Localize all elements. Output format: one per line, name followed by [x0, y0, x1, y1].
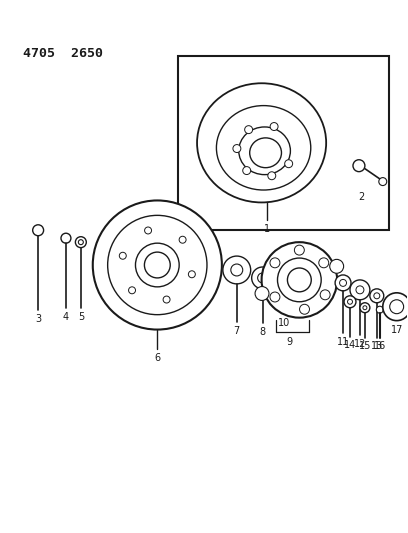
Circle shape — [370, 289, 384, 303]
Circle shape — [348, 299, 353, 304]
Circle shape — [295, 245, 304, 255]
Circle shape — [119, 252, 126, 259]
Text: 3: 3 — [35, 314, 41, 324]
Circle shape — [61, 233, 71, 243]
Circle shape — [33, 225, 44, 236]
Circle shape — [390, 300, 404, 314]
Text: 10: 10 — [277, 318, 290, 328]
Circle shape — [135, 243, 179, 287]
Circle shape — [360, 303, 370, 313]
Text: 4705  2650: 4705 2650 — [23, 46, 103, 60]
Circle shape — [356, 286, 364, 294]
Circle shape — [374, 293, 380, 299]
Circle shape — [335, 275, 351, 291]
Circle shape — [223, 256, 251, 284]
Circle shape — [144, 227, 151, 234]
Text: 6: 6 — [154, 353, 160, 364]
Circle shape — [277, 258, 321, 302]
Circle shape — [344, 296, 356, 308]
Circle shape — [270, 123, 278, 131]
Text: 2: 2 — [358, 191, 364, 201]
Circle shape — [233, 144, 241, 152]
Circle shape — [270, 292, 280, 302]
Circle shape — [144, 252, 170, 278]
Text: 15: 15 — [359, 342, 371, 351]
Circle shape — [262, 242, 337, 318]
Circle shape — [255, 287, 269, 301]
Circle shape — [93, 200, 222, 329]
Text: 5: 5 — [78, 312, 84, 322]
Circle shape — [78, 240, 83, 245]
Text: 4: 4 — [63, 312, 69, 322]
Circle shape — [75, 237, 86, 248]
Circle shape — [330, 260, 344, 273]
Circle shape — [339, 279, 346, 286]
Circle shape — [129, 287, 135, 294]
Circle shape — [268, 172, 276, 180]
Circle shape — [179, 236, 186, 243]
Circle shape — [257, 273, 268, 283]
Text: 14: 14 — [344, 341, 356, 351]
Bar — [178, 56, 389, 230]
Text: 17: 17 — [390, 325, 403, 335]
Circle shape — [299, 304, 310, 314]
Text: 16: 16 — [374, 342, 386, 351]
Circle shape — [108, 215, 207, 314]
Circle shape — [353, 160, 365, 172]
Circle shape — [285, 160, 293, 168]
Circle shape — [252, 267, 273, 289]
Circle shape — [363, 306, 367, 310]
Circle shape — [319, 258, 329, 268]
Circle shape — [376, 306, 383, 313]
Text: 11: 11 — [337, 336, 349, 346]
Circle shape — [270, 258, 280, 268]
Text: 9: 9 — [286, 336, 293, 346]
Circle shape — [231, 264, 243, 276]
Text: 7: 7 — [234, 326, 240, 336]
Text: 1: 1 — [264, 224, 270, 235]
Text: 13: 13 — [371, 342, 383, 351]
Circle shape — [383, 293, 408, 321]
Circle shape — [379, 177, 387, 185]
Circle shape — [245, 126, 253, 134]
Circle shape — [320, 290, 330, 300]
Circle shape — [243, 167, 251, 174]
Text: 12: 12 — [354, 338, 366, 349]
Circle shape — [188, 271, 195, 278]
Circle shape — [287, 268, 311, 292]
Text: 8: 8 — [259, 327, 266, 336]
Circle shape — [163, 296, 170, 303]
Circle shape — [350, 280, 370, 300]
